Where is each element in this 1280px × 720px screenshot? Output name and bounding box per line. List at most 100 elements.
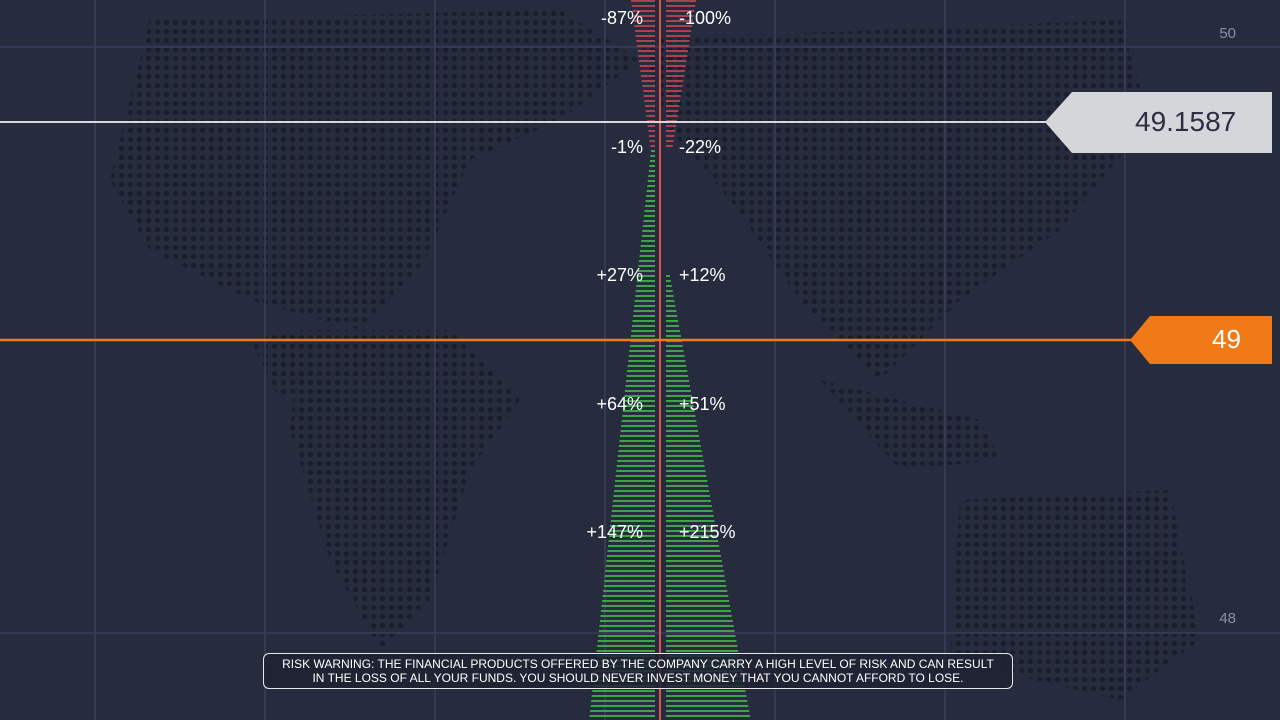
payout-bar xyxy=(629,350,655,352)
payout-bar xyxy=(590,705,655,707)
payout-bar xyxy=(614,485,655,487)
payout-bar xyxy=(605,570,655,572)
payout-bar xyxy=(627,370,655,372)
payout-bar xyxy=(610,520,655,522)
payout-bar xyxy=(637,275,655,277)
payout-bar xyxy=(634,305,655,307)
payout-bar xyxy=(609,530,655,532)
payout-right: -22% xyxy=(679,137,722,157)
payout-bar xyxy=(666,455,703,457)
payout-bar xyxy=(666,410,695,412)
payout-bar xyxy=(606,555,655,557)
payout-bar xyxy=(604,580,655,582)
payout-bar xyxy=(666,460,704,462)
payout-bar xyxy=(633,315,655,317)
payout-bar xyxy=(666,85,683,87)
payout-bar xyxy=(643,215,655,217)
payout-bar xyxy=(666,145,673,147)
payout-bar xyxy=(623,405,655,407)
payout-left: -1% xyxy=(610,137,643,157)
payout-bar xyxy=(628,360,655,362)
payout-bar xyxy=(646,190,655,192)
payout-bar xyxy=(649,160,655,162)
payout-bar xyxy=(636,280,655,282)
payout-bar xyxy=(666,570,724,572)
payout-bar xyxy=(666,330,680,332)
current-price-tag xyxy=(1045,92,1272,153)
payout-bar xyxy=(666,60,687,62)
payout-bar xyxy=(589,715,655,717)
payout-bar xyxy=(666,580,726,582)
payout-bar xyxy=(666,15,694,17)
payout-bar xyxy=(632,320,655,322)
payout-bar xyxy=(666,355,685,357)
payout-bar xyxy=(666,620,733,622)
warning-line: RISK WARNING: THE FINANCIAL PRODUCTS OFF… xyxy=(282,657,994,671)
payout-bar xyxy=(666,400,693,402)
payout-bar xyxy=(643,90,655,92)
payout-bar xyxy=(666,480,708,482)
payout-bar xyxy=(666,615,732,617)
payout-bar xyxy=(666,310,677,312)
payout-bar xyxy=(633,15,655,17)
payout-bar xyxy=(666,335,681,337)
payout-bar xyxy=(666,630,735,632)
payout-bar xyxy=(666,105,680,107)
payout-bar xyxy=(639,260,655,262)
payout-bar xyxy=(666,380,690,382)
payout-bar xyxy=(666,490,710,492)
payout-bar xyxy=(590,710,655,712)
payout-bar xyxy=(666,495,710,497)
payout-bar xyxy=(666,40,690,42)
payout-right: +12% xyxy=(679,265,726,285)
payout-bar xyxy=(666,275,670,277)
payout-bar xyxy=(638,265,655,267)
world-map xyxy=(110,10,1200,700)
payout-bar xyxy=(666,520,715,522)
payout-bar xyxy=(600,615,655,617)
payout-bar xyxy=(666,140,674,142)
payout-bar xyxy=(599,620,655,622)
payout-bar xyxy=(622,410,655,412)
payout-bar xyxy=(666,640,737,642)
payout-bar xyxy=(666,605,731,607)
payout-bar xyxy=(619,440,655,442)
payout-bar xyxy=(633,20,655,22)
payout-bar xyxy=(666,715,751,717)
payout-right: +215% xyxy=(679,522,736,542)
payout-bar xyxy=(634,25,655,27)
payout-bar xyxy=(639,65,655,67)
payout-bar xyxy=(638,55,655,57)
payout-bar xyxy=(666,635,736,637)
payout-left: +147% xyxy=(586,522,643,542)
payout-bar xyxy=(666,50,688,52)
payout-bar xyxy=(628,355,655,357)
payout-bar xyxy=(666,280,671,282)
payout-bar xyxy=(666,445,701,447)
payout-bar xyxy=(646,195,655,197)
payout-bar xyxy=(640,250,655,252)
payout-bar xyxy=(666,485,709,487)
payout-bar xyxy=(666,405,694,407)
payout-bar xyxy=(591,695,655,697)
payout-bar xyxy=(647,180,655,182)
payout-bar xyxy=(666,530,717,532)
payout-bar xyxy=(620,435,655,437)
payout-bar xyxy=(620,430,655,432)
payout-bar xyxy=(630,335,655,337)
payout-bar xyxy=(650,145,655,147)
payout-bar xyxy=(666,555,721,557)
payout-bar xyxy=(666,560,722,562)
payout-bar xyxy=(651,150,655,152)
payout-bar xyxy=(666,430,699,432)
payout-bar xyxy=(666,350,684,352)
payout-bar xyxy=(605,565,655,567)
strike-price: 49 xyxy=(1212,324,1241,354)
payout-bar xyxy=(666,300,675,302)
payout-bar xyxy=(601,605,655,607)
payout-bar xyxy=(648,170,655,172)
strike-tag xyxy=(1130,316,1272,364)
payout-bar xyxy=(648,130,655,132)
payout-bar xyxy=(666,45,689,47)
payout-bar xyxy=(640,70,655,72)
